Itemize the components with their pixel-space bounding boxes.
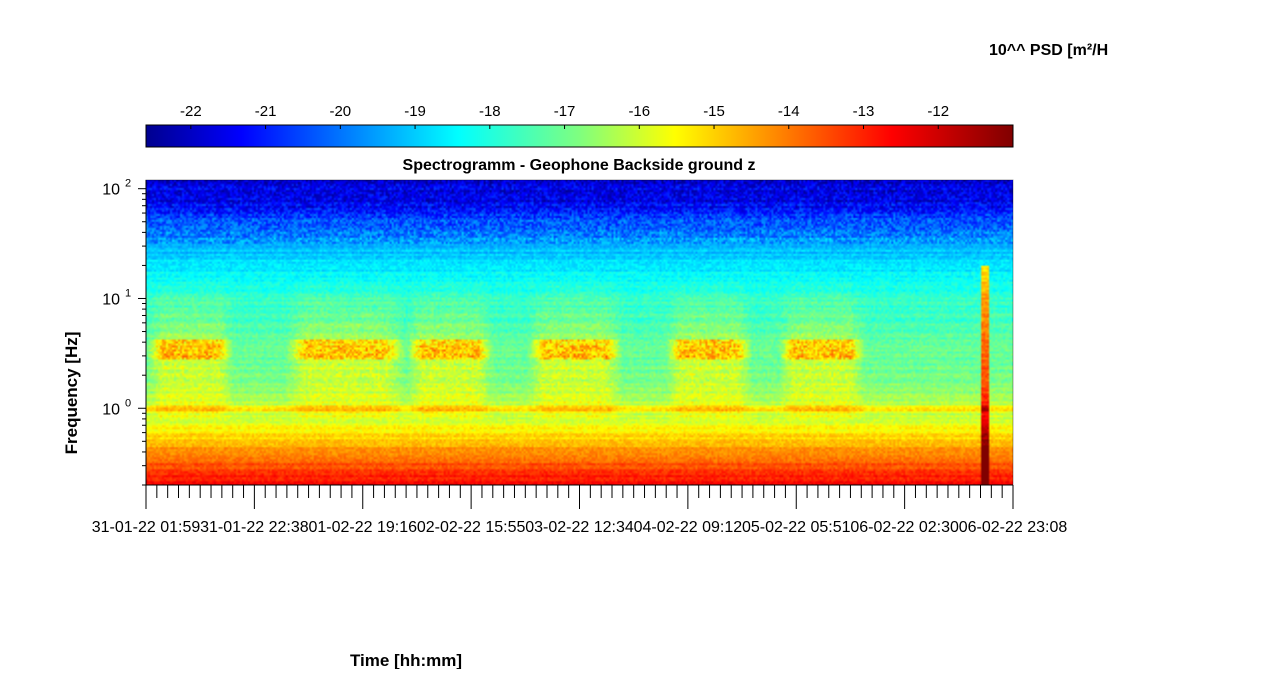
x-axis: 31-01-22 01:59 31-01-22 22:38 01-02-22 19:… bbox=[92, 484, 1068, 536]
colorbar-tick-label: -16 bbox=[628, 103, 650, 120]
y-tick-base: 10 bbox=[102, 291, 120, 308]
x-tick-label: 31-01-22 01:59 bbox=[92, 519, 201, 536]
spectrogram-heatmap bbox=[146, 180, 1013, 485]
x-tick-label: 06-02-22 23:08 bbox=[959, 519, 1068, 536]
x-tick-label: 02-02-22 15:55 bbox=[417, 519, 526, 536]
colorbar-tick-label: -20 bbox=[329, 103, 351, 120]
colorbar-tick-label: -21 bbox=[255, 103, 277, 120]
colorbar: -22 -21 -20 -19 -18 -17 -16 -15 -14 -13 -12 10^^ P… bbox=[145, 42, 1108, 148]
y-tick-exponent: 1 bbox=[125, 287, 131, 299]
colorbar-gradient bbox=[145, 124, 1014, 148]
y-tick-label: 10 bbox=[102, 182, 120, 199]
x-tick-label: 04-02-22 09:12 bbox=[634, 519, 743, 536]
x-tick-label: 03-02-22 12:34 bbox=[525, 519, 634, 536]
colorbar-tick-label: -15 bbox=[703, 103, 725, 120]
y-tick-exponent: 0 bbox=[125, 397, 131, 409]
colorbar-tick-label: -12 bbox=[927, 103, 949, 120]
colorbar-tick-label: -19 bbox=[404, 103, 426, 120]
chart-title: Spectrogramm - Geophone Backside ground … bbox=[403, 157, 756, 174]
colorbar-tick-label: -14 bbox=[778, 103, 800, 120]
y-axis-label: Frequency [Hz] bbox=[62, 332, 81, 455]
colorbar-tick-label: -13 bbox=[853, 103, 875, 120]
x-axis-label: Time [hh:mm] bbox=[350, 651, 462, 669]
y-axis: 10 0 10 1 10 2 bbox=[102, 178, 147, 486]
colorbar-label: 10^^ PSD [m²/H bbox=[989, 42, 1108, 59]
x-tick-label: 05-02-22 05:51 bbox=[742, 519, 851, 536]
x-tick-label: 06-02-22 02:30 bbox=[850, 519, 959, 536]
y-tick-label: 10 bbox=[102, 401, 120, 418]
x-tick-label: 01-02-22 19:16 bbox=[308, 519, 417, 536]
colorbar-tick-label: -17 bbox=[554, 103, 576, 120]
y-tick-exponent: 2 bbox=[125, 178, 131, 190]
colorbar-tick-label: -22 bbox=[180, 103, 202, 120]
y-tick-base: 10 bbox=[102, 182, 120, 199]
y-tick-base: 10 bbox=[102, 401, 120, 418]
colorbar-tick-label: -18 bbox=[479, 103, 501, 120]
plot-area bbox=[146, 180, 1013, 485]
colorbar-ticks: -22 -21 -20 -19 -18 -17 -16 -15 -14 -13 -12 bbox=[180, 103, 949, 129]
x-tick-label: 31-01-22 22:38 bbox=[200, 519, 309, 536]
y-tick-label: 10 bbox=[102, 291, 120, 308]
